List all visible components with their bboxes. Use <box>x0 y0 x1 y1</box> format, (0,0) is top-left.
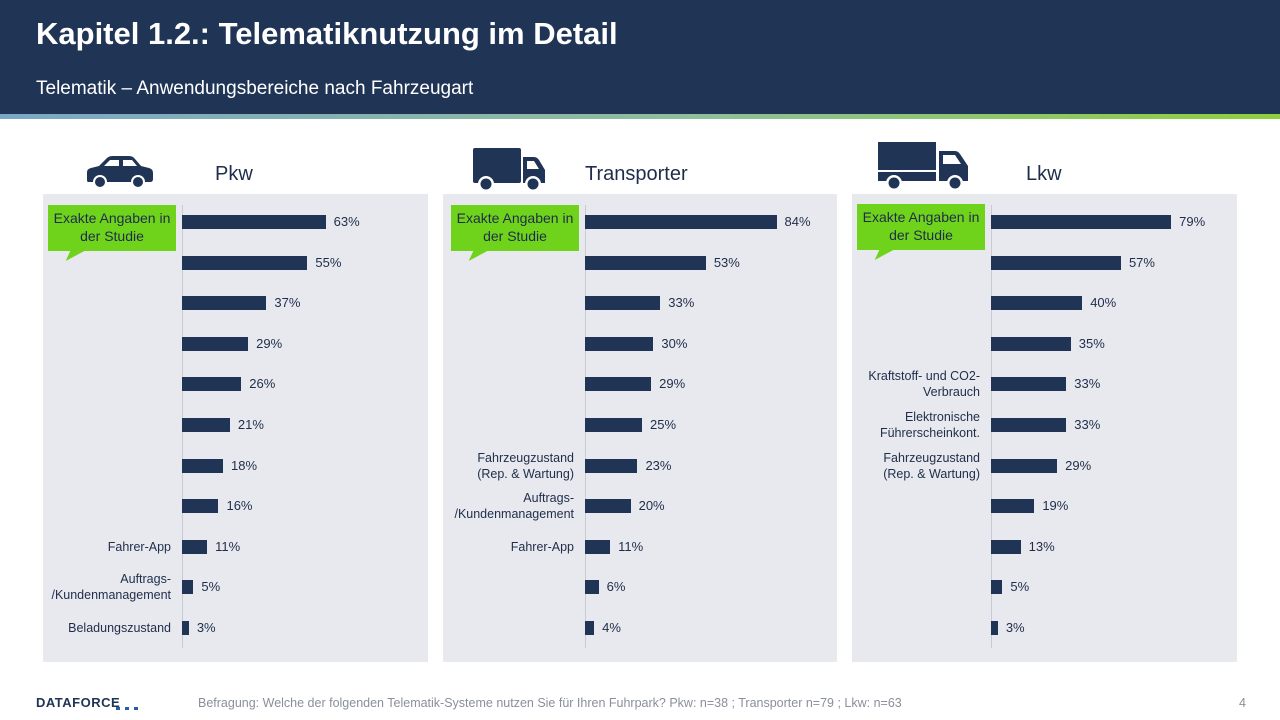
chart-panel-pkw <box>43 194 428 662</box>
bar-lkw-4 <box>991 377 1067 392</box>
value-label-pkw-1: 55% <box>315 254 342 270</box>
page-subtitle: Telematik – Anwendungsbereiche nach Fahr… <box>36 78 474 99</box>
bar-pkw-0 <box>182 215 326 229</box>
page-number: 4 <box>1239 696 1246 710</box>
value-label-pkw-0: 63% <box>333 214 360 229</box>
bar-lkw-10 <box>991 621 998 635</box>
value-label-transporter-4: 29% <box>659 376 686 392</box>
bar-pkw-9 <box>182 580 194 595</box>
chart-title-pkw: Pkw <box>215 163 253 185</box>
value-label-lkw-0: 79% <box>1179 214 1206 229</box>
bar-transporter-8 <box>585 539 611 554</box>
value-label-transporter-7: 20% <box>638 498 665 514</box>
bar-lkw-8 <box>991 539 1021 554</box>
logo-text: DATAFORCE <box>36 695 121 710</box>
bar-pkw-7 <box>182 499 219 514</box>
value-label-transporter-6: 23% <box>645 457 672 473</box>
bar-transporter-10 <box>585 621 595 635</box>
car-icon <box>87 156 153 189</box>
bar-pkw-4 <box>182 377 242 392</box>
value-label-pkw-6: 18% <box>231 457 258 473</box>
bar-lkw-1 <box>991 255 1121 270</box>
value-label-transporter-2: 33% <box>668 295 695 311</box>
value-label-pkw-4: 26% <box>249 376 276 392</box>
value-label-lkw-5: 33% <box>1074 417 1101 432</box>
value-label-pkw-9: 5% <box>201 579 221 595</box>
value-label-lkw-2: 40% <box>1090 295 1117 311</box>
bar-pkw-10 <box>182 621 189 635</box>
bar-transporter-2 <box>585 296 661 311</box>
logo-dots <box>116 707 142 710</box>
bar-transporter-9 <box>585 580 599 595</box>
bar-pkw-5 <box>182 418 230 432</box>
category-label-pkw-9: Auftrags-/Kundenmanagement <box>51 572 171 603</box>
chart-title-lkw: Lkw <box>1026 163 1062 185</box>
value-label-pkw-7: 16% <box>226 498 253 514</box>
bar-lkw-9 <box>991 580 1003 595</box>
category-label-pkw-8: Fahrer-App <box>107 539 171 554</box>
bar-transporter-1 <box>585 255 706 270</box>
bar-pkw-2 <box>182 296 267 311</box>
value-label-lkw-3: 35% <box>1078 335 1105 351</box>
badge-exakte-angaben: Exakte Angaben in der Studie <box>48 205 176 251</box>
bar-pkw-1 <box>182 255 308 270</box>
category-label-transporter-7: Auftrags-/Kundenmanagement <box>454 491 574 522</box>
value-label-pkw-10: 3% <box>196 620 216 635</box>
header-bar: Kapitel 1.2.: Telematiknutzung im Detail… <box>0 0 1280 114</box>
bar-transporter-0 <box>585 215 777 229</box>
truck-icon <box>878 142 968 191</box>
footer-note: Befragung: Welche der folgenden Telemati… <box>198 696 902 710</box>
van-icon <box>473 148 545 192</box>
value-label-pkw-3: 29% <box>256 335 283 351</box>
badge-exakte-angaben: Exakte Angaben in der Studie <box>857 204 985 250</box>
accent-stripe <box>0 114 1280 119</box>
bar-lkw-2 <box>991 296 1083 311</box>
category-label-transporter-8: Fahrer-App <box>510 539 574 554</box>
bar-transporter-6 <box>585 458 638 473</box>
bar-lkw-0 <box>991 215 1172 229</box>
bar-pkw-6 <box>182 458 224 473</box>
category-label-lkw-5: Elektronische Führerscheinkont. <box>879 410 980 440</box>
bar-lkw-5 <box>991 418 1067 432</box>
value-label-transporter-5: 25% <box>650 417 677 432</box>
category-label-lkw-6: Fahrzeugzustand (Rep. & Wartung) <box>883 450 980 481</box>
value-label-lkw-10: 3% <box>1005 620 1025 635</box>
value-label-transporter-9: 6% <box>606 579 626 595</box>
badge-exakte-angaben: Exakte Angaben in der Studie <box>451 205 579 251</box>
category-label-transporter-6: Fahrzeugzustand (Rep. & Wartung) <box>477 450 574 481</box>
category-label-pkw-10: Beladungszustand <box>68 621 171 635</box>
value-label-transporter-3: 30% <box>661 335 688 351</box>
bar-lkw-6 <box>991 458 1058 473</box>
bar-transporter-4 <box>585 377 652 392</box>
value-label-lkw-6: 29% <box>1065 457 1092 473</box>
value-label-transporter-10: 4% <box>602 620 621 635</box>
bar-transporter-5 <box>585 418 642 432</box>
value-label-lkw-9: 5% <box>1010 579 1030 595</box>
value-label-pkw-5: 21% <box>237 417 264 432</box>
value-label-lkw-1: 57% <box>1128 254 1155 270</box>
value-label-lkw-8: 13% <box>1028 538 1055 554</box>
bar-lkw-3 <box>991 336 1071 351</box>
value-label-transporter-8: 11% <box>618 538 644 554</box>
value-label-pkw-8: 11% <box>215 538 241 554</box>
category-label-lkw-4: Kraftstoff- und CO2- Verbrauch <box>868 369 980 400</box>
bar-lkw-7 <box>991 499 1035 514</box>
value-label-lkw-4: 33% <box>1074 376 1101 392</box>
bar-transporter-7 <box>585 499 631 514</box>
value-label-transporter-1: 53% <box>713 254 740 270</box>
dataforce-logo: DATAFORCE <box>36 695 142 710</box>
page-title: Kapitel 1.2.: Telematiknutzung im Detail <box>36 16 618 51</box>
value-label-lkw-7: 19% <box>1042 498 1069 514</box>
chart-title-transporter: Transporter <box>585 163 688 185</box>
value-label-transporter-0: 84% <box>784 214 811 229</box>
bar-transporter-3 <box>585 336 654 351</box>
value-label-pkw-2: 37% <box>274 295 301 311</box>
bar-pkw-3 <box>182 336 249 351</box>
bar-pkw-8 <box>182 539 208 554</box>
